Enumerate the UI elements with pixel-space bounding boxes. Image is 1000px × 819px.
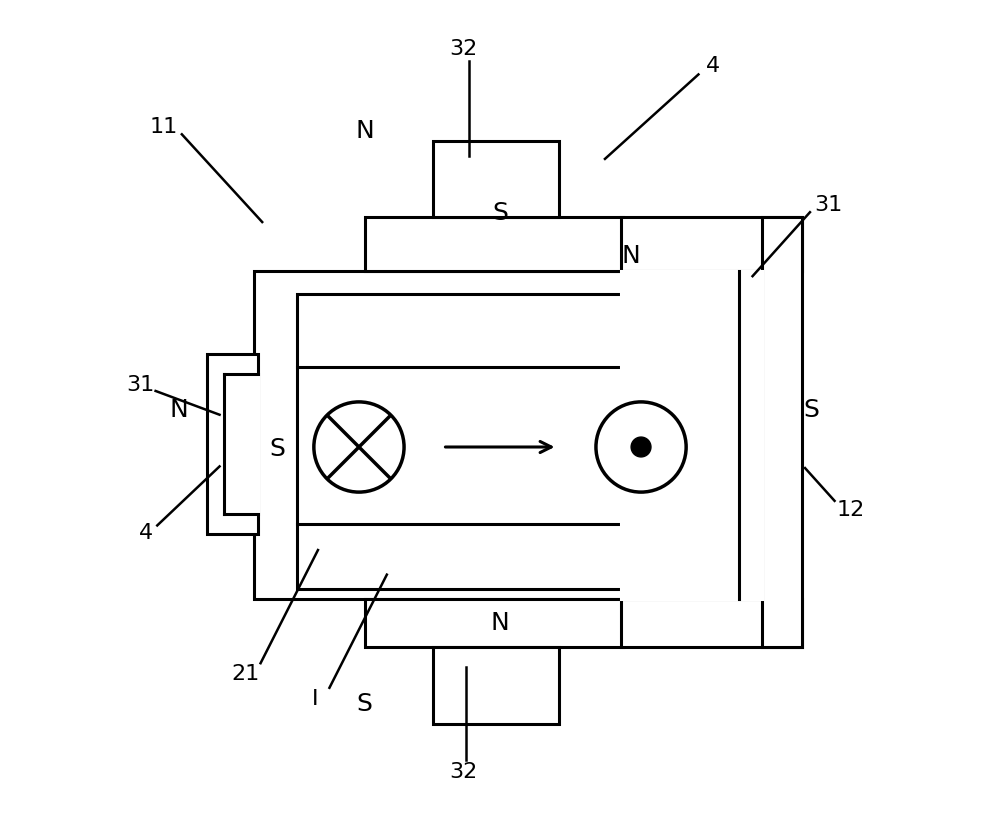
Text: 31: 31 xyxy=(814,195,842,215)
Text: 4: 4 xyxy=(139,523,153,542)
Text: S: S xyxy=(357,690,373,715)
Bar xyxy=(365,218,623,272)
Text: I: I xyxy=(312,688,319,708)
Text: 32: 32 xyxy=(449,39,477,59)
Text: S: S xyxy=(269,436,285,460)
Bar xyxy=(621,272,762,600)
Bar xyxy=(762,218,802,647)
Bar xyxy=(433,647,559,724)
Bar xyxy=(254,272,739,600)
Bar xyxy=(207,355,258,534)
Circle shape xyxy=(631,437,651,457)
Bar xyxy=(224,374,258,514)
Bar xyxy=(433,142,559,218)
Bar xyxy=(621,218,802,272)
Text: 4: 4 xyxy=(706,56,720,75)
Text: 31: 31 xyxy=(127,375,155,395)
Text: N: N xyxy=(169,397,188,422)
Text: N: N xyxy=(622,243,641,268)
Text: 21: 21 xyxy=(232,663,260,683)
Text: N: N xyxy=(491,610,509,635)
Text: S: S xyxy=(492,201,508,225)
Bar xyxy=(297,295,709,590)
Bar xyxy=(365,600,623,647)
Text: 11: 11 xyxy=(150,117,178,137)
Text: N: N xyxy=(355,119,374,143)
Text: 12: 12 xyxy=(837,500,865,519)
Bar xyxy=(621,600,802,647)
Text: 32: 32 xyxy=(449,762,477,781)
Text: S: S xyxy=(804,397,820,422)
